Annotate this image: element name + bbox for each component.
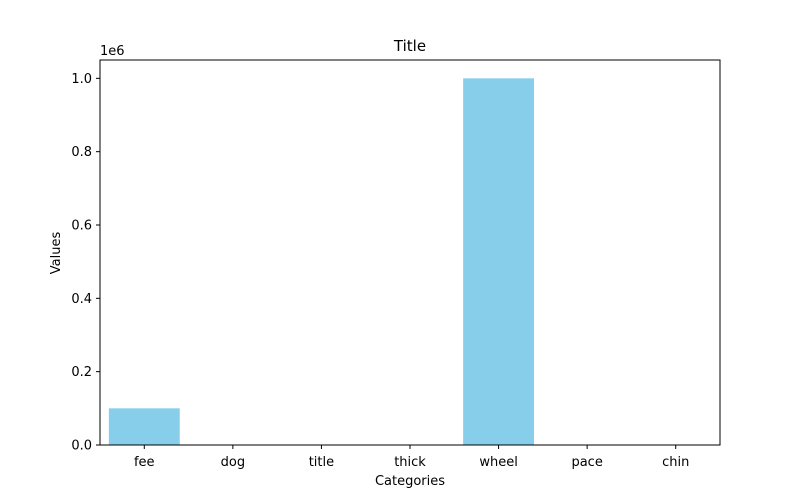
- bar-fee: [108, 408, 180, 445]
- chart-title: Title: [393, 37, 426, 55]
- y-tick-label: 0.2: [71, 365, 92, 380]
- y-tick-label: 1.0: [71, 72, 92, 87]
- x-tick-label: wheel: [479, 455, 517, 470]
- x-axis: fee dog title thick wheel pace chin: [134, 445, 689, 470]
- y-axis-offset-text: 1e6: [100, 44, 125, 59]
- x-tick-label: fee: [134, 455, 155, 470]
- y-axis-label: Values: [49, 232, 64, 275]
- y-tick-label: 0.0: [71, 439, 92, 454]
- y-tick-label: 0.6: [71, 219, 92, 234]
- x-tick-label: dog: [221, 455, 245, 470]
- y-tick-label: 0.4: [71, 292, 92, 307]
- x-tick-label: pace: [571, 455, 602, 470]
- bars-group: [108, 78, 534, 445]
- y-tick-label: 0.8: [71, 145, 92, 160]
- x-tick-label: thick: [394, 455, 426, 470]
- x-tick-label: chin: [662, 455, 689, 470]
- x-axis-label: Categories: [375, 474, 445, 489]
- y-axis: 0.0 0.2 0.4 0.6 0.8 1.0: [71, 72, 100, 454]
- bar-wheel: [463, 78, 534, 445]
- x-tick-label: title: [309, 455, 334, 470]
